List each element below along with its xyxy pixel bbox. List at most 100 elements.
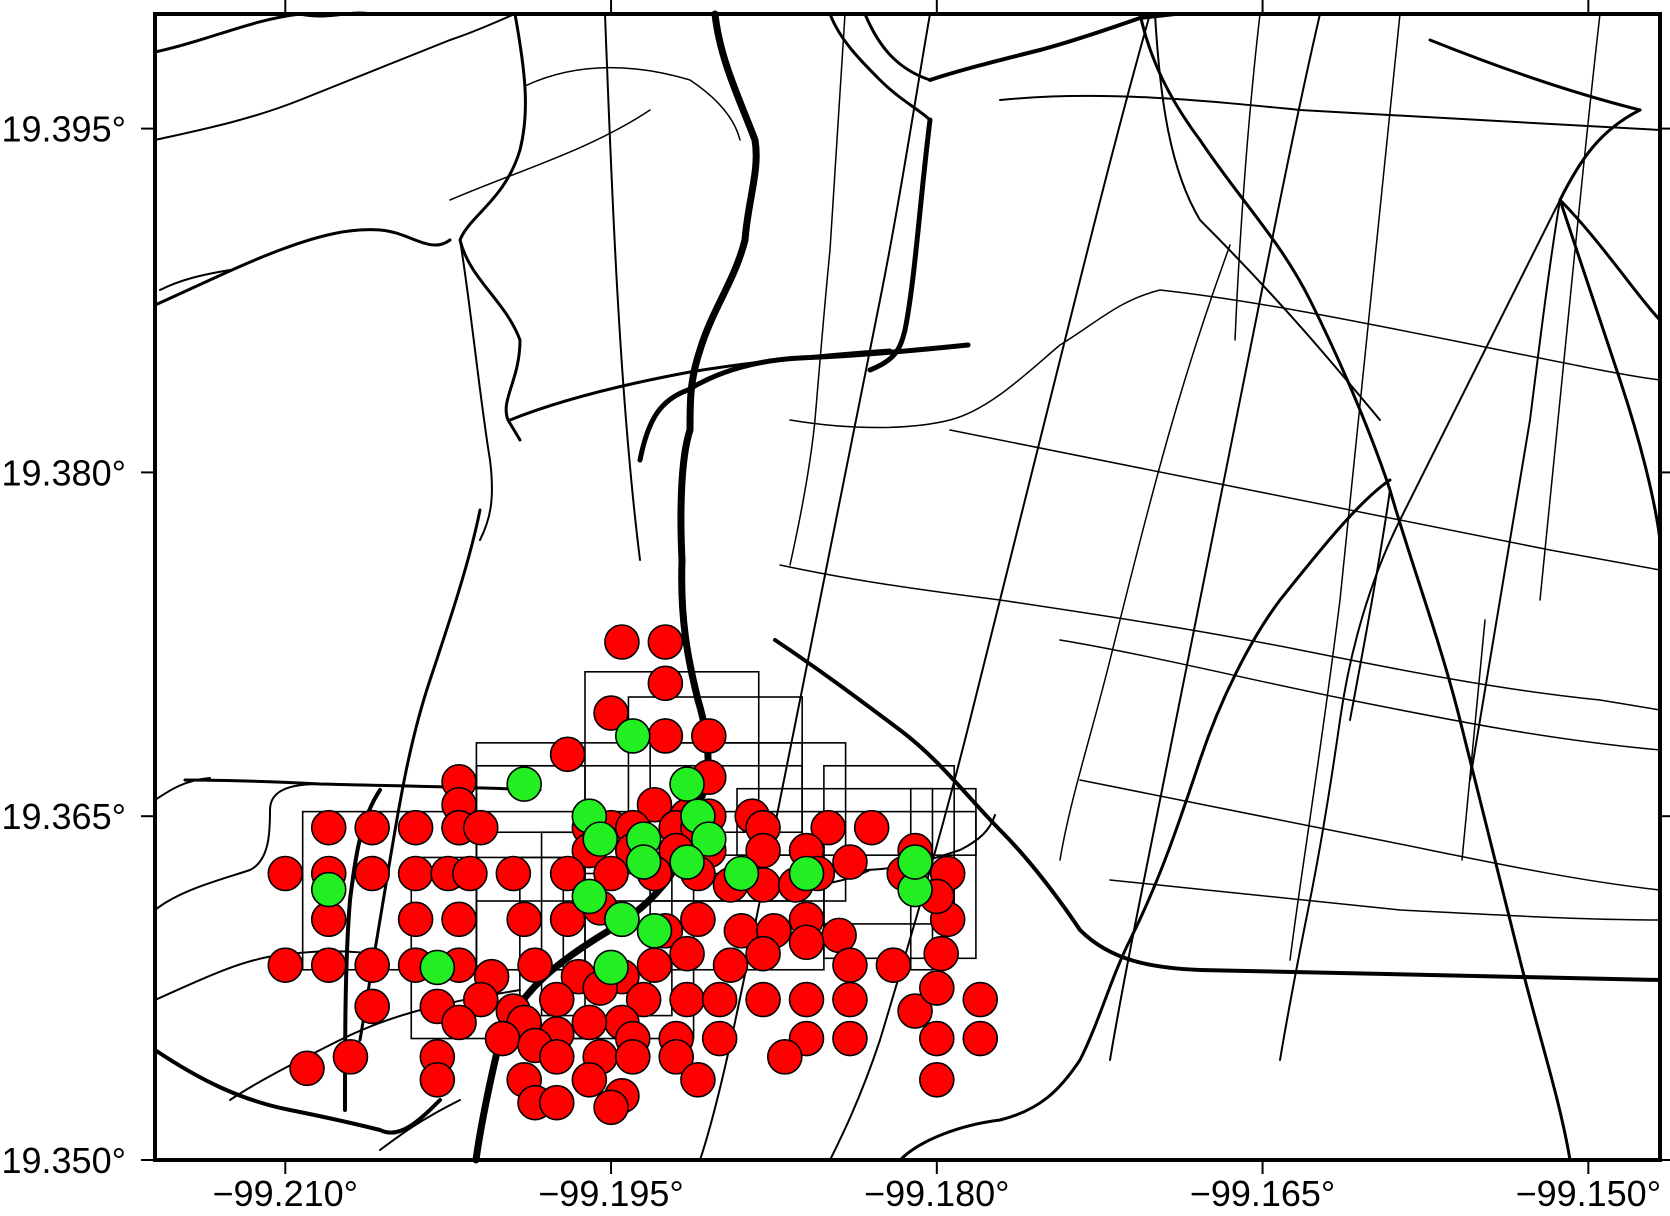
red-marker <box>745 981 781 1018</box>
red-marker <box>962 981 999 1018</box>
red-marker <box>419 1061 456 1098</box>
y-tick-label: 19.350° <box>1 1140 126 1181</box>
red-marker <box>593 695 629 731</box>
green-marker <box>897 844 933 880</box>
red-marker <box>549 901 586 938</box>
red-marker <box>462 809 499 846</box>
red-marker <box>267 947 304 983</box>
red-marker <box>701 981 738 1018</box>
red-marker <box>897 993 933 1029</box>
red-marker <box>571 1061 608 1098</box>
red-marker <box>636 786 673 823</box>
green-marker <box>582 821 619 857</box>
road-network <box>153 10 1662 1164</box>
green-marker <box>506 766 542 802</box>
red-marker <box>517 947 553 983</box>
x-tick-label: −99.180° <box>864 1173 1010 1214</box>
red-marker <box>397 901 434 938</box>
red-marker <box>452 855 488 892</box>
green-marker <box>636 912 673 949</box>
red-marker <box>397 809 434 846</box>
green-marker <box>788 855 825 892</box>
red-marker <box>549 736 586 773</box>
red-marker <box>614 1039 651 1075</box>
x-tick-label: −99.210° <box>213 1173 359 1214</box>
red-marker <box>669 935 705 972</box>
green-marker <box>614 718 651 754</box>
red-marker <box>680 901 716 938</box>
red-marker <box>354 809 390 846</box>
red-marker <box>495 855 532 892</box>
green-marker <box>310 871 347 908</box>
red-marker <box>506 901 542 938</box>
red-marker <box>690 718 727 754</box>
y-tick-label: 19.395° <box>1 109 126 150</box>
red-marker <box>332 1039 369 1075</box>
red-marker <box>647 624 684 660</box>
red-marker <box>919 1020 955 1057</box>
red-marker <box>354 988 390 1025</box>
x-tick-label: −99.195° <box>538 1173 684 1214</box>
red-marker <box>745 935 781 972</box>
green-marker <box>669 844 705 880</box>
red-marker <box>310 901 347 938</box>
red-marker <box>788 981 825 1018</box>
red-marker <box>636 947 673 983</box>
y-tick-label: 19.380° <box>1 452 126 493</box>
green-marker <box>690 821 727 857</box>
green-marker <box>723 855 760 892</box>
red-marker <box>310 809 347 846</box>
green-marker <box>604 901 640 938</box>
red-marker <box>923 935 959 972</box>
red-marker <box>310 947 347 983</box>
red-marker <box>625 981 662 1018</box>
red-marker <box>853 809 890 846</box>
red-marker <box>919 1061 955 1098</box>
red-marker <box>267 855 304 892</box>
red-marker <box>712 947 749 983</box>
marker-layer <box>267 624 999 1126</box>
red-marker <box>538 1084 575 1121</box>
red-marker <box>832 947 868 983</box>
red-marker <box>658 1039 695 1075</box>
green-marker <box>625 844 662 880</box>
red-marker <box>604 624 640 660</box>
red-marker <box>354 855 390 892</box>
red-marker <box>593 855 629 892</box>
red-marker <box>441 901 477 938</box>
red-marker <box>647 718 684 754</box>
red-marker <box>919 970 955 1006</box>
green-marker <box>571 878 608 915</box>
red-marker <box>766 1039 803 1075</box>
red-marker <box>832 844 868 880</box>
red-marker <box>647 665 684 702</box>
red-marker <box>593 1089 629 1126</box>
red-marker <box>289 1050 325 1087</box>
x-tick-label: −99.165° <box>1190 1173 1336 1214</box>
red-marker <box>549 855 586 892</box>
y-tick-label: 19.365° <box>1 796 126 837</box>
red-marker <box>462 981 499 1018</box>
red-marker <box>810 809 847 846</box>
red-marker <box>680 1061 716 1098</box>
red-marker <box>538 981 575 1018</box>
green-marker <box>669 766 705 802</box>
red-marker <box>354 947 390 983</box>
red-marker <box>571 1004 608 1041</box>
red-marker <box>669 981 705 1018</box>
red-marker <box>875 947 912 983</box>
red-marker <box>538 1039 575 1075</box>
green-marker <box>419 949 456 986</box>
red-marker <box>701 1020 738 1057</box>
red-marker <box>441 1004 477 1041</box>
red-marker <box>788 924 825 961</box>
x-tick-label: −99.150° <box>1516 1173 1662 1214</box>
red-marker <box>821 917 857 954</box>
red-marker <box>832 1020 868 1057</box>
red-marker <box>397 855 434 892</box>
red-marker <box>962 1020 999 1057</box>
red-marker <box>832 981 868 1018</box>
map-frame <box>153 12 1662 1162</box>
